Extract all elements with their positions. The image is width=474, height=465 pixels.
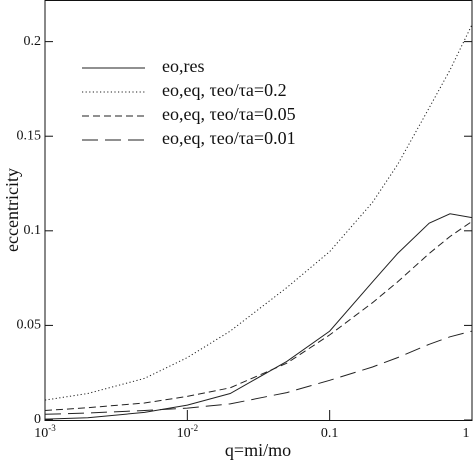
series-line	[44, 220, 473, 411]
y-tick-label: 0	[34, 412, 41, 427]
plot-frame	[44, 0, 473, 421]
y-tick-label: 0.05	[17, 318, 42, 333]
legend-label: eo,eq, τeo/τa=0.01	[162, 128, 296, 148]
x-tick-label: 1	[463, 426, 470, 441]
series-line	[44, 24, 473, 401]
x-axis-label: q=mi/mo	[225, 440, 291, 460]
x-tick-label: 10-2	[177, 423, 199, 441]
y-tick-label: 0.15	[17, 128, 42, 143]
x-tick-base: 10	[34, 426, 48, 441]
legend-label: eo,res	[162, 56, 204, 76]
x-tick-base: 10	[177, 426, 191, 441]
x-tick-exponent: -2	[191, 423, 199, 433]
x-tick-exponent: -3	[48, 423, 56, 433]
y-tick-label: 0.2	[24, 34, 42, 49]
y-axis-label: eccentricity	[2, 168, 22, 252]
x-tick-label: 0.1	[321, 426, 339, 441]
x-tick-label: 10-3	[34, 423, 56, 441]
series-line	[44, 330, 473, 415]
legend-label: eo,eq, τeo/τa=0.05	[162, 104, 296, 124]
legend-label: eo,eq, τeo/τa=0.2	[162, 80, 287, 100]
series-line	[44, 213, 473, 420]
y-tick-label: 0.1	[24, 223, 42, 238]
